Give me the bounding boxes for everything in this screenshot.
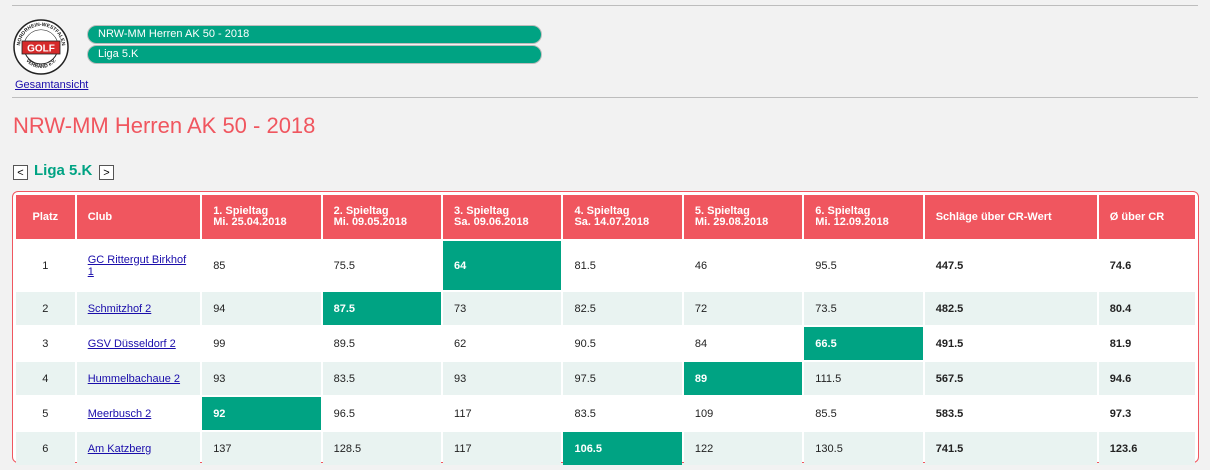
club-cell: Schmitzhof 2	[76, 292, 201, 325]
score-cell: 83.5	[563, 397, 682, 430]
best-score-cell: 66.5	[804, 327, 923, 360]
score-cell: 117	[443, 432, 562, 465]
best-score-cell: 64	[443, 241, 562, 290]
best-score-cell: 106.5	[563, 432, 682, 465]
platz-cell: 2	[16, 292, 75, 325]
best-score-cell: 87.5	[322, 292, 442, 325]
score-cell: 72	[683, 292, 803, 325]
table-row: 4 Hummelbachaue 2 93 83.5 93 97.5 89 111.5 567.5…	[16, 362, 1195, 395]
score-cell: 130.5	[804, 432, 923, 465]
total-cell: 583.5	[924, 397, 1097, 430]
header-club[interactable]: Club	[76, 195, 201, 239]
platz-cell: 1	[16, 241, 75, 290]
club-link[interactable]: GSV Düsseldorf 2	[87, 337, 176, 350]
total-cell: 447.5	[924, 241, 1097, 290]
prev-liga-button[interactable]: <	[13, 165, 28, 180]
score-cell: 95.5	[804, 241, 923, 290]
score-cell: 46	[683, 241, 803, 290]
score-cell: 109	[683, 397, 803, 430]
total-cell: 491.5	[924, 327, 1097, 360]
club-cell: GSV Düsseldorf 2	[76, 327, 201, 360]
score-cell: 97.5	[563, 362, 682, 395]
avg-cell: 80.4	[1098, 292, 1195, 325]
score-cell: 93	[443, 362, 562, 395]
next-liga-button[interactable]: >	[99, 165, 114, 180]
header-divider	[12, 97, 1198, 98]
club-cell: Meerbusch 2	[76, 397, 201, 430]
score-cell: 117	[443, 397, 562, 430]
standings-table: Platz Club 1. Spieltag Mi. 25.04.2018 2. …	[14, 193, 1197, 467]
score-cell: 122	[683, 432, 803, 465]
platz-cell: 4	[16, 362, 75, 395]
avg-cell: 81.9	[1098, 327, 1195, 360]
club-link[interactable]: Hummelbachaue 2	[87, 372, 181, 385]
breadcrumb-liga-pill[interactable]: Liga 5.K	[87, 45, 542, 64]
table-header-row: Platz Club 1. Spieltag Mi. 25.04.2018 2. …	[16, 195, 1195, 239]
club-link[interactable]: Meerbusch 2	[87, 407, 152, 420]
top-divider	[12, 5, 1198, 6]
club-cell: GC Rittergut Birkhof 1	[76, 241, 201, 290]
overview-link[interactable]: Gesamtansicht	[15, 79, 89, 91]
score-cell: 73.5	[804, 292, 923, 325]
score-cell: 84	[683, 327, 803, 360]
score-cell: 75.5	[322, 241, 442, 290]
score-cell: 128.5	[322, 432, 442, 465]
liga-title: Liga 5.K	[34, 162, 93, 179]
header-platz[interactable]: Platz	[16, 195, 75, 239]
breadcrumb-event-pill[interactable]: NRW-MM Herren AK 50 - 2018	[87, 25, 542, 44]
score-cell: 73	[443, 292, 562, 325]
page-title: NRW-MM Herren AK 50 - 2018	[13, 113, 316, 138]
score-cell: 93	[202, 362, 321, 395]
score-cell: 111.5	[804, 362, 923, 395]
score-cell: 137	[202, 432, 321, 465]
header-spieltag-3[interactable]: 3. Spieltag Sa. 09.06.2018	[443, 195, 562, 239]
platz-cell: 6	[16, 432, 75, 465]
table-row: 5 Meerbusch 2 92 96.5 117 83.5 109 85.5 583.5 97.…	[16, 397, 1195, 430]
score-cell: 96.5	[322, 397, 442, 430]
header-spieltag-6[interactable]: 6. Spieltag Mi. 12.09.2018	[804, 195, 923, 239]
table-row: 2 Schmitzhof 2 94 87.5 73 82.5 72 73.5 482.5 80.4	[16, 292, 1195, 325]
score-cell: 83.5	[322, 362, 442, 395]
total-cell: 482.5	[924, 292, 1097, 325]
header-spieltag-5[interactable]: 5. Spieltag Mi. 29.08.2018	[683, 195, 803, 239]
standings-table-container: Platz Club 1. Spieltag Mi. 25.04.2018 2. …	[12, 191, 1199, 465]
header-avg-cr[interactable]: Ø über CR	[1098, 195, 1195, 239]
score-cell: 85.5	[804, 397, 923, 430]
header-spieltag-4[interactable]: 4. Spieltag Sa. 14.07.2018	[563, 195, 682, 239]
avg-cell: 74.6	[1098, 241, 1195, 290]
platz-cell: 5	[16, 397, 75, 430]
best-score-cell: 92	[202, 397, 321, 430]
total-cell: 741.5	[924, 432, 1097, 465]
score-cell: 99	[202, 327, 321, 360]
header-spieltag-1[interactable]: 1. Spieltag Mi. 25.04.2018	[202, 195, 321, 239]
club-link[interactable]: GC Rittergut Birkhof 1	[87, 253, 187, 278]
table-row: 3 GSV Düsseldorf 2 99 89.5 62 90.5 84 66.5 491.5…	[16, 327, 1195, 360]
score-cell: 90.5	[563, 327, 682, 360]
header-schlaege[interactable]: Schläge über CR-Wert	[924, 195, 1097, 239]
header-spieltag-2[interactable]: 2. Spieltag Mi. 09.05.2018	[322, 195, 442, 239]
club-cell: Hummelbachaue 2	[76, 362, 201, 395]
total-cell: 567.5	[924, 362, 1097, 395]
club-link[interactable]: Am Katzberg	[87, 442, 152, 455]
avg-cell: 123.6	[1098, 432, 1195, 465]
score-cell: 89.5	[322, 327, 442, 360]
table-row: 1 GC Rittergut Birkhof 1 85 75.5 64 81.5 46 95.…	[16, 241, 1195, 290]
club-link[interactable]: Schmitzhof 2	[87, 302, 152, 315]
score-cell: 62	[443, 327, 562, 360]
best-score-cell: 89	[683, 362, 803, 395]
score-cell: 81.5	[563, 241, 682, 290]
logo-text-center: GOLF	[27, 44, 55, 55]
avg-cell: 97.3	[1098, 397, 1195, 430]
avg-cell: 94.6	[1098, 362, 1195, 395]
score-cell: 94	[202, 292, 321, 325]
score-cell: 82.5	[563, 292, 682, 325]
golf-verband-logo-icon: GOLF NORDRHEIN-WESTFALEN VERBAND e.V.	[13, 19, 69, 75]
table-row: 6 Am Katzberg 137 128.5 117 106.5 122 130.5 741.…	[16, 432, 1195, 465]
club-cell: Am Katzberg	[76, 432, 201, 465]
score-cell: 85	[202, 241, 321, 290]
platz-cell: 3	[16, 327, 75, 360]
